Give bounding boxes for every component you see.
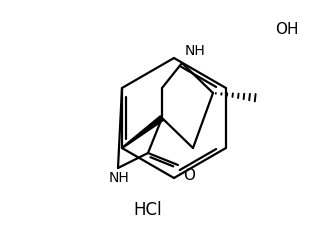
Text: HCl: HCl	[134, 201, 162, 219]
Polygon shape	[122, 116, 164, 148]
Text: NH: NH	[108, 171, 129, 185]
Text: O: O	[183, 168, 195, 183]
Text: NH: NH	[185, 44, 206, 58]
Text: OH: OH	[275, 22, 299, 37]
